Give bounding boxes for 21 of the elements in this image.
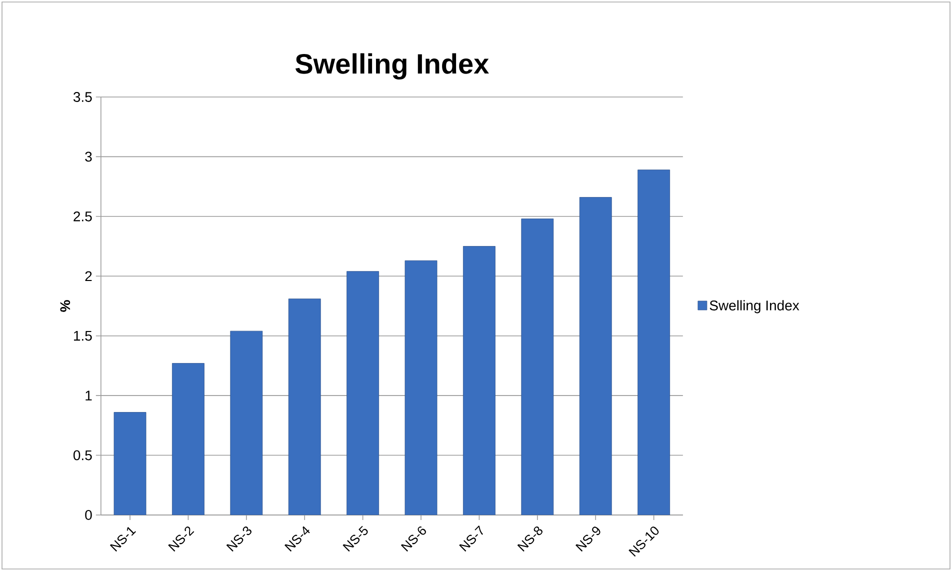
bar bbox=[230, 330, 263, 515]
chart-title: Swelling Index bbox=[295, 53, 489, 80]
y-tick-label: 0.5 bbox=[73, 450, 92, 460]
y-axis-title: % bbox=[60, 300, 70, 312]
bar bbox=[346, 271, 380, 515]
y-tick-label: 1 bbox=[86, 390, 92, 400]
y-tick-label: 3 bbox=[85, 152, 92, 162]
bar bbox=[463, 246, 496, 515]
bar bbox=[288, 298, 321, 515]
y-tick-label: 3.5 bbox=[73, 92, 92, 102]
y-tick-label: 2 bbox=[85, 271, 92, 282]
legend-label: Swelling Index bbox=[710, 300, 800, 314]
bar bbox=[579, 197, 612, 515]
bar bbox=[521, 218, 554, 515]
y-tick-label: 0 bbox=[85, 510, 92, 520]
bar bbox=[172, 363, 204, 515]
bar bbox=[638, 170, 670, 515]
y-tick-label: 1.5 bbox=[74, 330, 92, 341]
bar bbox=[114, 412, 146, 515]
y-tick-label: 2.5 bbox=[74, 211, 92, 222]
bar bbox=[404, 260, 438, 515]
